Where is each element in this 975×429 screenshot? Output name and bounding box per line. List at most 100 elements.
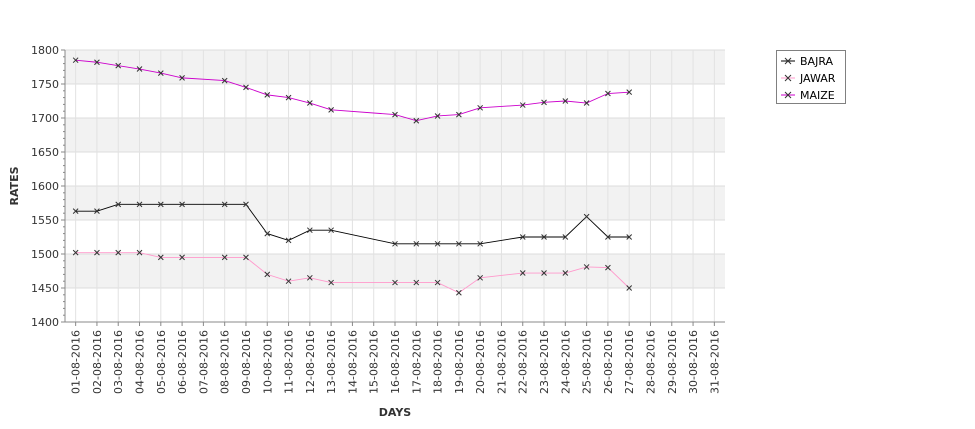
data-point-marker: [477, 104, 484, 111]
data-point-marker: [456, 289, 462, 296]
data-point-marker: [541, 99, 547, 106]
data-point-marker: [626, 89, 633, 96]
x-tick-label: 03-08-2016: [112, 330, 125, 394]
data-point-marker: [328, 279, 334, 286]
legend: BAJRA JAWAR MAIZE: [776, 50, 846, 104]
legend-item: JAWAR: [781, 72, 836, 85]
data-point-marker: [136, 249, 143, 256]
data-point-marker: [413, 117, 420, 124]
x-tick-label: 06-08-2016: [176, 330, 189, 394]
data-point-marker: [94, 249, 100, 256]
data-point-marker: [477, 240, 484, 247]
data-point-marker: [136, 66, 143, 72]
data-point-marker: [306, 274, 313, 281]
x-tick-label: 26-08-2016: [602, 330, 615, 394]
data-point-marker: [285, 278, 292, 285]
data-point-marker: [434, 279, 441, 286]
x-tick-label: 18-08-2016: [432, 330, 445, 394]
x-tick-label: 14-08-2016: [346, 330, 359, 394]
data-point-marker: [157, 254, 164, 261]
data-point-marker: [72, 249, 79, 256]
data-point-marker: [285, 237, 292, 244]
x-tick-label: 15-08-2016: [368, 330, 381, 394]
data-point-marker: [541, 270, 547, 276]
x-tick-label: 12-08-2016: [304, 330, 317, 394]
x-tick-label: 28-08-2016: [644, 330, 657, 394]
x-tick-label: 25-08-2016: [581, 330, 594, 394]
data-point-marker: [243, 254, 249, 261]
y-tick-label: 1650: [31, 146, 59, 159]
x-tick-label: 30-08-2016: [687, 330, 700, 394]
legend-label: MAIZE: [800, 89, 835, 102]
x-tick-label: 11-08-2016: [283, 330, 296, 394]
data-point-marker: [413, 279, 420, 286]
data-point-marker: [264, 271, 271, 278]
data-point-marker: [285, 94, 292, 101]
x-tick-label: 04-08-2016: [134, 330, 147, 394]
data-point-marker: [434, 240, 441, 247]
data-point-marker: [72, 57, 79, 64]
series-jawar: [72, 249, 633, 296]
x-tick-label: 21-08-2016: [495, 330, 508, 394]
y-tick-label: 1800: [31, 44, 59, 57]
legend-item: MAIZE: [781, 89, 835, 102]
data-point-marker: [456, 240, 462, 247]
x-tick-label: 10-08-2016: [261, 330, 274, 394]
data-point-marker: [519, 102, 526, 108]
data-point-marker: [243, 84, 249, 91]
data-point-marker: [605, 90, 611, 97]
data-point-marker: [328, 106, 334, 113]
y-tick-label: 1550: [31, 214, 59, 227]
data-point-marker: [306, 227, 313, 234]
data-point-marker: [136, 201, 143, 208]
data-point-marker: [264, 230, 271, 237]
y-tick-label: 1400: [31, 316, 59, 329]
data-point-marker: [179, 75, 185, 81]
y-tick-label: 1500: [31, 248, 59, 261]
data-point-marker: [626, 285, 633, 291]
data-point-marker: [519, 270, 526, 276]
x-tick-label: 01-08-2016: [70, 330, 83, 394]
y-tick-label: 1600: [31, 180, 59, 193]
x-tick-label: 16-08-2016: [389, 330, 402, 394]
legend-marker: [784, 57, 792, 65]
data-point-marker: [583, 264, 590, 270]
data-point-marker: [583, 100, 590, 106]
data-point-marker: [562, 270, 569, 276]
data-point-marker: [605, 234, 611, 240]
data-point-marker: [157, 70, 164, 76]
x-tick-label: 13-08-2016: [325, 330, 338, 394]
x-tick-label: 20-08-2016: [474, 330, 487, 394]
grid-lines: [65, 49, 725, 323]
x-tick-label: 08-08-2016: [219, 330, 232, 394]
x-tick-label: 05-08-2016: [155, 330, 168, 394]
data-point-marker: [626, 234, 633, 240]
y-axis-ticks: 1400 1450 1500 1550 1600 1650 1700 1750 1800: [31, 44, 65, 329]
y-tick-label: 1750: [31, 78, 59, 91]
legend-marker: [784, 91, 792, 99]
data-point-marker: [179, 254, 185, 261]
y-tick-label: 1450: [31, 282, 59, 295]
x-tick-label: 29-08-2016: [666, 330, 679, 394]
data-point-marker: [72, 208, 79, 215]
data-point-marker: [221, 254, 228, 261]
data-point-marker: [413, 240, 420, 247]
data-point-marker: [264, 92, 271, 98]
data-point-marker: [115, 62, 122, 69]
y-axis-title: RATES: [8, 166, 21, 205]
x-tick-label: 31-08-2016: [708, 330, 721, 394]
x-axis-title: DAYS: [379, 406, 412, 419]
x-tick-label: 17-08-2016: [410, 330, 423, 394]
series-layer: [72, 57, 633, 296]
legend-marker: [784, 74, 792, 82]
data-point-marker: [157, 201, 164, 208]
data-point-marker: [562, 98, 569, 104]
series-maize: [72, 57, 633, 124]
x-tick-label: 22-08-2016: [517, 330, 530, 394]
data-point-marker: [605, 264, 611, 271]
x-tick-label: 27-08-2016: [623, 330, 636, 394]
y-tick-label: 1700: [31, 112, 59, 125]
data-point-marker: [434, 113, 441, 119]
data-point-marker: [392, 111, 398, 118]
